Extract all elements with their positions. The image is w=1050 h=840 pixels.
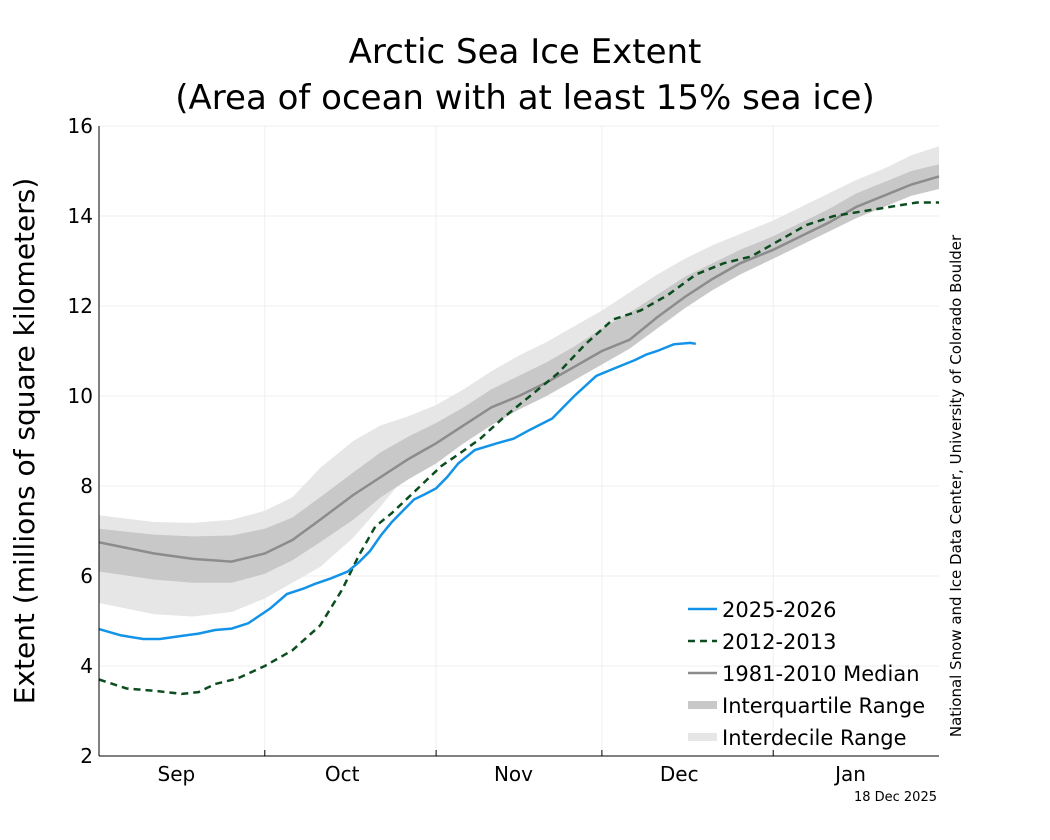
date-stamp: 18 Dec 2025 bbox=[854, 790, 937, 805]
x-tick-label-nov: Nov bbox=[494, 762, 533, 786]
legend-interquartile-label: Interquartile Range bbox=[722, 694, 925, 718]
y-tick-label: 12 bbox=[68, 294, 93, 318]
series-2012-2013-line bbox=[98, 201, 939, 696]
y-tick-label: 4 bbox=[80, 654, 93, 678]
series-2025-2026-line bbox=[98, 341, 697, 641]
y-tick-label: 16 bbox=[68, 114, 93, 138]
legend: 2025-2026 2012-2013 1981-2010 Median Interq… bbox=[688, 598, 925, 750]
chart-title: Arctic Sea Ice Extent bbox=[349, 32, 702, 72]
credit-text: National Snow and Ice Data Center, Unive… bbox=[947, 234, 965, 737]
y-tick-label: 6 bbox=[80, 564, 93, 588]
range-bands bbox=[99, 146, 939, 617]
chart-subtitle: (Area of ocean with at least 15% sea ice… bbox=[175, 78, 874, 118]
axes bbox=[98, 126, 939, 757]
series-lines bbox=[98, 175, 940, 696]
y-tick-labels: 2 4 6 8 10 12 14 16 bbox=[68, 114, 93, 768]
y-tick-label: 14 bbox=[68, 204, 93, 228]
y-tick-label: 2 bbox=[80, 744, 93, 768]
month-labels: Sep Oct Nov Dec Jan bbox=[158, 762, 866, 786]
x-tick-label-dec: Dec bbox=[660, 762, 699, 786]
y-tick-label: 10 bbox=[68, 384, 93, 408]
legend-2012-2013-label: 2012-2013 bbox=[722, 630, 836, 654]
y-tick-label: 8 bbox=[80, 474, 93, 498]
legend-interdecile-label: Interdecile Range bbox=[722, 726, 907, 750]
x-tick-label-jan: Jan bbox=[833, 762, 866, 786]
x-tick-label-oct: Oct bbox=[325, 762, 360, 786]
legend-median-label: 1981-2010 Median bbox=[722, 662, 920, 686]
y-axis-label: Extent (millions of square kilometers) bbox=[8, 178, 41, 705]
legend-2025-2026-label: 2025-2026 bbox=[722, 598, 836, 622]
x-tick-label-sep: Sep bbox=[158, 762, 196, 786]
